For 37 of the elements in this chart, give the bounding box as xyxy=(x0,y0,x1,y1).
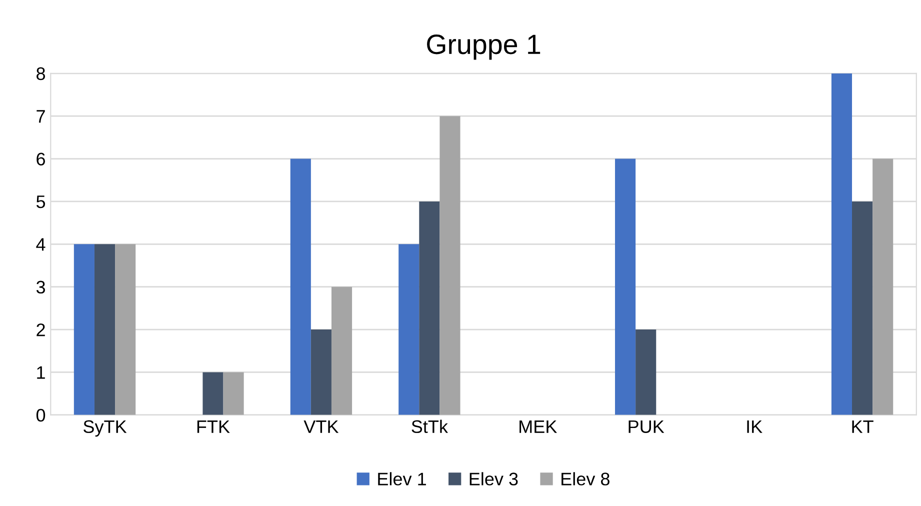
y-tick-label: 0 xyxy=(36,408,46,422)
x-tick-label: SyTK xyxy=(84,420,127,437)
x-tick-label: VTK xyxy=(304,420,339,433)
y-tick-label: 3 xyxy=(36,280,45,294)
bar xyxy=(290,158,311,415)
y-tick-label: 5 xyxy=(36,196,46,208)
x-tick-label: MEK xyxy=(520,420,557,433)
y-tick-label: 2 xyxy=(36,323,45,336)
legend-label: Elev 3 xyxy=(470,472,518,486)
x-tick-label: KT xyxy=(852,420,874,433)
bar xyxy=(831,73,852,415)
bar xyxy=(852,201,873,415)
bar xyxy=(223,372,244,415)
bar xyxy=(94,244,116,415)
bar xyxy=(615,158,636,415)
bar xyxy=(872,158,894,415)
y-tick-label: 4 xyxy=(36,238,46,251)
y-tick-label: 1 xyxy=(37,366,45,379)
chart-title: Gruppe 1 xyxy=(427,34,540,60)
x-tick-label: StTk xyxy=(412,420,448,434)
bar xyxy=(202,372,224,415)
legend-label: Elev 1 xyxy=(378,472,426,486)
x-tick-label: FTK xyxy=(197,420,230,433)
bar xyxy=(331,286,352,415)
legend-label: Elev 8 xyxy=(562,472,610,486)
x-tick-label: PUK xyxy=(628,420,664,434)
x-tick-label: IK xyxy=(747,420,762,433)
y-tick-label: 6 xyxy=(36,152,45,166)
y-tick-label: 8 xyxy=(36,67,46,80)
y-tick-label: 7 xyxy=(36,110,45,123)
bar xyxy=(398,244,420,415)
bar xyxy=(440,116,460,415)
bar xyxy=(419,201,440,415)
bar xyxy=(115,244,136,415)
bar xyxy=(310,330,332,415)
bar xyxy=(74,244,94,415)
bar xyxy=(636,330,656,415)
